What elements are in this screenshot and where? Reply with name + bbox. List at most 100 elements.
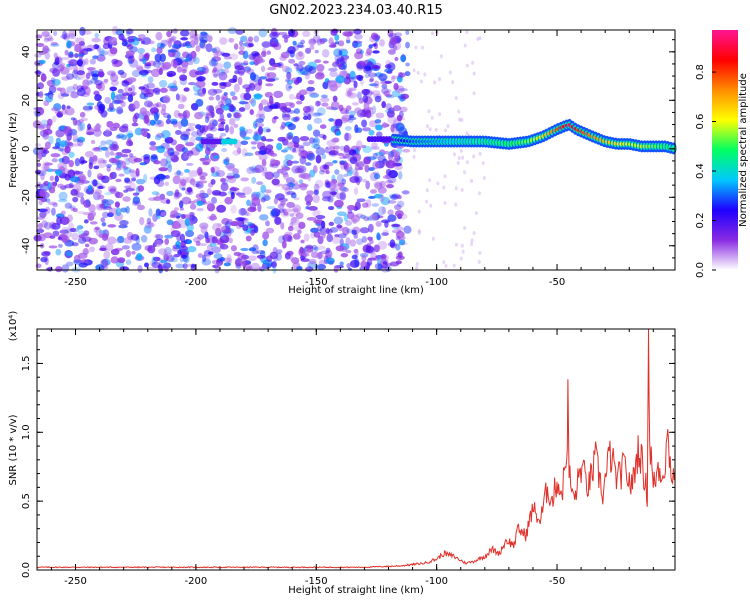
noise-blob bbox=[177, 249, 182, 255]
noise-blob bbox=[79, 26, 86, 36]
noise-blob bbox=[155, 215, 161, 220]
noise-blob bbox=[43, 37, 50, 43]
noise-blob bbox=[330, 187, 336, 197]
noise-blob bbox=[166, 30, 172, 38]
noise-blob bbox=[334, 54, 345, 62]
noise-blob bbox=[110, 143, 120, 151]
snr-y-axis: 0.0 0.5 1.0 1.5 bbox=[21, 335, 675, 578]
noise-blob bbox=[122, 196, 131, 202]
noise-blob bbox=[325, 227, 330, 235]
noise-blob bbox=[362, 94, 369, 104]
noise-blob bbox=[186, 213, 193, 222]
noise-blob bbox=[317, 251, 323, 260]
noise-blob bbox=[397, 88, 408, 92]
noise-blob bbox=[167, 164, 173, 173]
noise-blob bbox=[34, 53, 42, 58]
noise-blob bbox=[366, 156, 376, 161]
noise-blob bbox=[337, 233, 347, 239]
noise-blob bbox=[465, 160, 469, 165]
noise-blob bbox=[54, 169, 63, 175]
noise-blob bbox=[72, 196, 79, 203]
snr-x-axis: -250 -200 -150 -100 -50 bbox=[50, 329, 654, 587]
noise-blob bbox=[334, 41, 340, 45]
noise-blob bbox=[162, 252, 173, 258]
noise-blob bbox=[41, 30, 50, 37]
noise-blob bbox=[314, 72, 325, 80]
noise-blob bbox=[210, 179, 216, 185]
noise-blob bbox=[198, 180, 208, 184]
noise-blob bbox=[196, 66, 207, 72]
noise-blob bbox=[200, 225, 208, 234]
noise-blob bbox=[196, 207, 204, 212]
noise-blob bbox=[314, 179, 324, 189]
noise-blob bbox=[363, 109, 374, 118]
noise-blob bbox=[195, 45, 201, 52]
noise-blob bbox=[236, 147, 242, 154]
noise-blob bbox=[51, 115, 57, 123]
noise-blob bbox=[264, 171, 274, 180]
noise-blob bbox=[387, 153, 394, 161]
noise-blob bbox=[295, 165, 305, 173]
noise-blob bbox=[240, 247, 249, 252]
noise-blob bbox=[72, 207, 78, 213]
noise-blob bbox=[115, 237, 121, 244]
noise-blob bbox=[253, 93, 262, 100]
noise-blob bbox=[33, 234, 42, 242]
noise-blob bbox=[147, 102, 154, 109]
noise-blob bbox=[225, 156, 230, 163]
noise-blob bbox=[222, 95, 228, 100]
noise-blob bbox=[58, 199, 68, 203]
noise-blob bbox=[135, 167, 140, 177]
noise-blob bbox=[65, 73, 74, 80]
noise-blob bbox=[247, 206, 257, 213]
noise-blob bbox=[149, 260, 158, 267]
noise-blob bbox=[187, 245, 197, 253]
noise-blob bbox=[62, 30, 67, 40]
noise-blob bbox=[68, 159, 74, 168]
noise-blob bbox=[389, 261, 400, 267]
noise-blob bbox=[205, 237, 210, 244]
noise-blob bbox=[387, 49, 396, 55]
noise-blob bbox=[54, 175, 59, 183]
noise-blob bbox=[336, 192, 346, 200]
noise-blob bbox=[180, 130, 191, 137]
noise-blob bbox=[52, 230, 60, 237]
noise-blob bbox=[270, 152, 278, 157]
noise-blob bbox=[219, 81, 227, 87]
noise-blob bbox=[66, 105, 71, 109]
noise-blob bbox=[223, 262, 232, 267]
noise-blob bbox=[127, 94, 134, 103]
noise-blob bbox=[77, 173, 86, 183]
noise-blob bbox=[395, 122, 405, 132]
noise-blob bbox=[108, 207, 118, 215]
noise-blob bbox=[251, 197, 261, 206]
noise-blob bbox=[61, 104, 66, 111]
noise-blob bbox=[246, 166, 255, 174]
noise-blob bbox=[286, 142, 294, 149]
noise-blob bbox=[461, 249, 465, 254]
noise-blob bbox=[90, 139, 96, 144]
noise-blob bbox=[43, 164, 50, 172]
noise-blob bbox=[81, 236, 92, 242]
noise-blob bbox=[39, 211, 47, 218]
noise-blob bbox=[334, 199, 344, 208]
noise-blob bbox=[255, 113, 262, 118]
noise-blob bbox=[146, 217, 152, 225]
noise-blob bbox=[84, 58, 89, 66]
noise-blob bbox=[321, 196, 332, 202]
noise-blob bbox=[171, 120, 178, 125]
noise-blob bbox=[42, 149, 50, 154]
noise-blob bbox=[128, 58, 139, 68]
noise-blob bbox=[254, 164, 265, 174]
y-tick-label: 0.5 bbox=[21, 493, 32, 509]
noise-blob bbox=[69, 176, 80, 183]
noise-blob bbox=[64, 184, 74, 189]
noise-blob bbox=[379, 39, 385, 47]
noise-blob bbox=[48, 245, 58, 249]
noise-blob bbox=[402, 148, 411, 153]
noise-blob bbox=[354, 258, 360, 268]
noise-blob bbox=[111, 58, 119, 65]
noise-blob bbox=[72, 83, 79, 90]
noise-blob bbox=[281, 113, 291, 121]
y-tick-label: 1.5 bbox=[21, 355, 32, 371]
